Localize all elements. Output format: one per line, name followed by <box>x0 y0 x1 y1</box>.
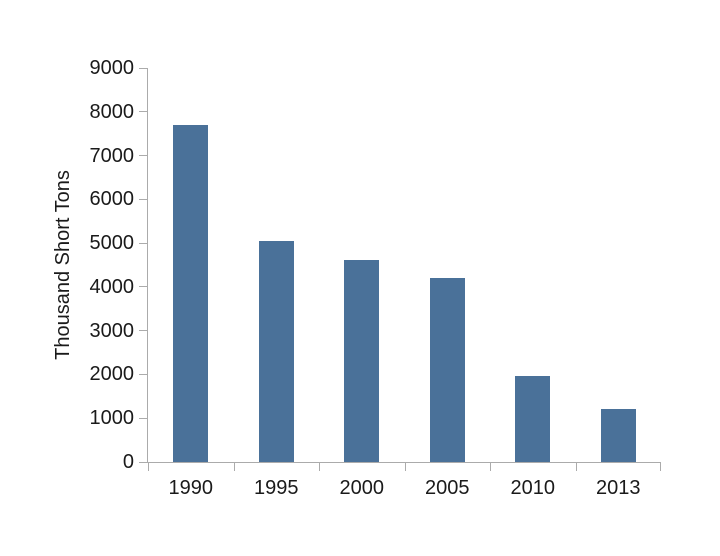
bar-1990 <box>173 125 209 462</box>
y-tick-label: 6000 <box>89 188 135 211</box>
y-tick-mark <box>139 198 148 200</box>
x-tick-label: 1995 <box>254 477 299 499</box>
x-tick-mark <box>319 463 320 471</box>
y-tick-mark <box>139 155 148 157</box>
plot-area: 0 1000 2000 3000 4000 5000 6000 7000 8000 9000 199… <box>90 57 661 499</box>
bar-1995 <box>258 240 294 462</box>
y-tick-label: 7000 <box>89 144 135 167</box>
y-tick-label: 8000 <box>89 100 135 123</box>
x-tick-mark <box>576 463 577 471</box>
y-tick-mark <box>139 242 148 244</box>
x-tick-mark <box>234 463 235 471</box>
x-tick-label: 2000 <box>339 477 385 499</box>
x-tick-mark <box>405 463 406 471</box>
y-tick-label: 1000 <box>89 407 135 430</box>
y-tick-label: 4000 <box>89 275 135 298</box>
y-tick-mark <box>139 286 148 288</box>
bar-2013 <box>600 409 636 462</box>
x-tick-mark <box>660 463 661 471</box>
y-tick-mark <box>139 373 148 375</box>
bar-2000 <box>344 259 380 462</box>
bar-2010 <box>515 375 551 462</box>
y-tick-label: 9000 <box>89 57 135 79</box>
y-tick-label: 0 <box>122 451 134 473</box>
y-tick-mark <box>139 417 148 419</box>
y-tick-mark <box>139 461 148 463</box>
x-tick-mark <box>148 463 149 471</box>
bar-2005 <box>429 277 465 462</box>
x-tick-mark <box>490 463 491 471</box>
y-tick-label: 2000 <box>89 363 135 386</box>
y-tick-label: 3000 <box>89 319 135 342</box>
y-axis-title: Thousand Short Tons <box>52 170 74 360</box>
y-tick-label: 5000 <box>89 232 135 255</box>
y-tick-mark <box>139 111 148 113</box>
x-tick-label: 2005 <box>425 477 470 499</box>
x-tick-label: 1990 <box>168 477 214 499</box>
x-tick-label: 2010 <box>510 477 556 499</box>
y-tick-mark <box>139 330 148 332</box>
x-tick-label: 2013 <box>596 477 641 499</box>
y-tick-mark <box>139 67 148 69</box>
